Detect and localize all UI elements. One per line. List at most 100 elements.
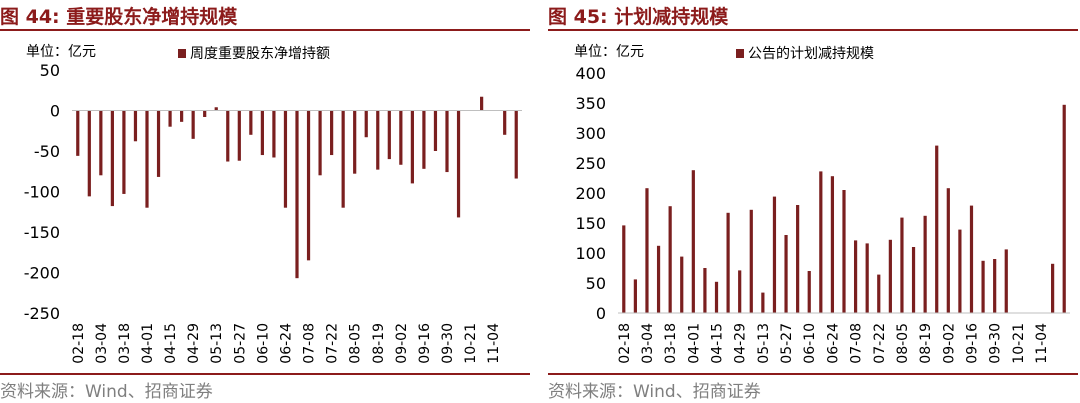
unit-label: 单位：亿元	[26, 44, 96, 60]
title-divider	[0, 29, 530, 31]
bar	[318, 110, 322, 176]
bar	[935, 145, 939, 313]
bar	[714, 281, 719, 313]
bar	[514, 110, 518, 179]
x-tick-label: 09-30	[988, 323, 1004, 364]
bar	[122, 110, 126, 194]
x-tick-label: 04-01	[140, 323, 156, 364]
bar	[99, 110, 103, 176]
x-tick-label: 09-16	[964, 323, 980, 364]
x-tick-label: 11-04	[486, 323, 502, 364]
bar	[796, 205, 800, 313]
bar	[410, 110, 414, 184]
bar	[87, 110, 91, 197]
x-tick-label: 10-21	[463, 323, 479, 364]
bar	[76, 110, 80, 156]
y-tick-label: 200	[575, 184, 606, 203]
bar	[668, 206, 672, 313]
x-tick-label: 06-24	[825, 323, 841, 364]
bar	[283, 110, 288, 208]
bar	[923, 215, 927, 313]
bar	[180, 110, 184, 122]
bar	[888, 239, 892, 313]
bar	[341, 110, 345, 208]
y-tick-label: -50	[34, 142, 60, 161]
x-tick-label: 08-19	[918, 323, 934, 364]
x-tick-label: 04-15	[163, 323, 179, 364]
bar	[645, 188, 649, 313]
x-tick-label: 05-13	[756, 323, 772, 364]
bar	[214, 107, 218, 111]
x-tick-label: 04-29	[186, 323, 202, 364]
y-tick-label: 400	[575, 64, 606, 83]
x-tick-label: 11-04	[1034, 323, 1050, 364]
bar	[761, 292, 765, 313]
chart-panel-planned-reduction: 图 45: 计划减持规模 单位：亿元 公告的计划减持规模 400 350 300 250 2…	[548, 0, 1078, 403]
legend-label: 周度重要股东净增持额	[190, 46, 330, 62]
bar	[353, 110, 357, 174]
bar	[330, 110, 334, 156]
y-tick-label: 150	[575, 214, 606, 233]
bar	[191, 110, 195, 139]
bar	[399, 110, 403, 165]
bar	[680, 256, 684, 313]
bar	[726, 212, 730, 313]
bar	[168, 110, 172, 127]
bar	[295, 110, 299, 279]
chart-title: 图 44: 重要股东净增持规模	[0, 6, 238, 28]
x-tick-label: 03-04	[640, 323, 656, 364]
bar	[819, 171, 823, 313]
source-note: 资料来源：Wind、招商证券	[548, 382, 761, 402]
bar	[691, 170, 695, 313]
bar	[877, 274, 881, 313]
x-tick-label: 05-27	[779, 323, 795, 364]
legend-swatch	[736, 49, 744, 58]
bar	[456, 110, 461, 218]
y-tick-label: -200	[24, 264, 60, 283]
bar	[900, 217, 904, 313]
bar	[853, 240, 858, 313]
x-tick-label: 05-27	[232, 323, 248, 364]
bar-chart: 单位：亿元 周度重要股东净增持额 50 0 -50 -100 -150 -200 -250 02-…	[24, 44, 522, 364]
bar	[260, 110, 264, 156]
bar	[784, 235, 788, 313]
y-tick-label: 250	[575, 154, 606, 173]
source-note: 资料来源：Wind、招商证券	[0, 382, 213, 402]
y-tick-label: 300	[575, 124, 606, 143]
bar	[156, 110, 161, 177]
bar	[110, 110, 114, 207]
x-tick-label: 02-18	[71, 323, 87, 364]
bar	[203, 110, 207, 117]
bar	[911, 247, 916, 313]
bar	[237, 110, 241, 161]
bar	[1051, 263, 1055, 313]
bar	[1004, 249, 1008, 313]
x-tick-label: 07-08	[849, 323, 865, 364]
bar	[738, 270, 742, 313]
x-tick-label: 08-05	[895, 323, 911, 364]
unit-label: 单位：亿元	[574, 44, 644, 60]
bar	[656, 245, 661, 313]
bar	[842, 190, 846, 313]
x-tick-label: 04-29	[733, 323, 749, 364]
bar	[749, 209, 753, 313]
x-tick-label: 07-22	[872, 323, 888, 364]
bar	[772, 196, 777, 313]
legend-swatch	[178, 49, 186, 58]
bar	[376, 110, 380, 170]
x-tick-label: 03-18	[663, 323, 679, 364]
bar	[993, 259, 997, 313]
bar	[306, 110, 311, 261]
y-tick-label: -250	[24, 304, 60, 323]
bar	[249, 110, 253, 135]
y-tick-label: 50	[586, 274, 606, 293]
bar	[422, 110, 426, 169]
bar	[958, 229, 962, 313]
x-tick-label: 04-01	[686, 323, 702, 364]
title-divider	[548, 29, 1078, 31]
x-tick-label: 04-15	[710, 323, 726, 364]
y-tick-label: -150	[24, 223, 60, 242]
bar	[133, 110, 138, 142]
x-tick-label: 07-08	[302, 323, 318, 364]
bar	[226, 110, 230, 162]
